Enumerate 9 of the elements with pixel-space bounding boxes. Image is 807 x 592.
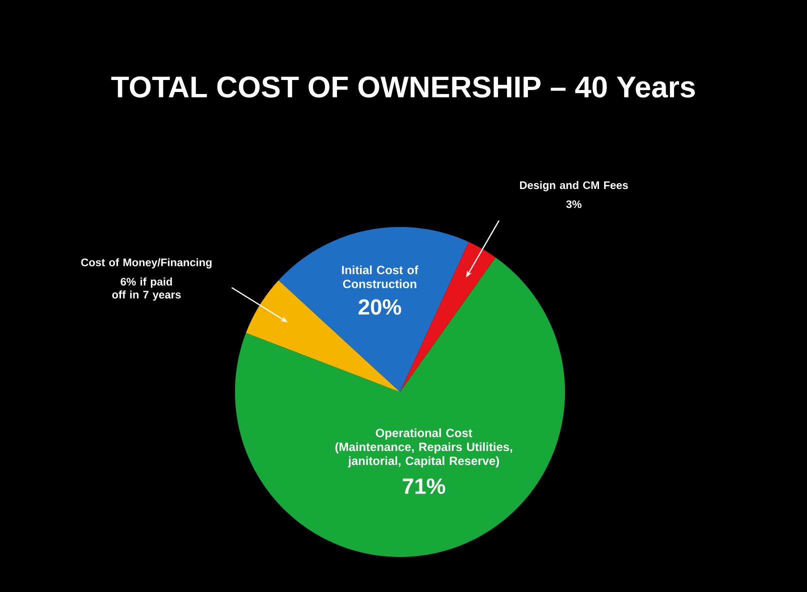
data-label: 3% xyxy=(566,200,582,208)
data-label: 71% xyxy=(402,478,446,494)
chart-title: TOTAL COST OF OWNERSHIP – 40 Years xyxy=(111,76,695,98)
data-label: 20% xyxy=(358,299,402,315)
slice-label: Operational Cost (Maintenance, Repairs Utilities, janitorial, Capital Reserve) xyxy=(335,428,512,468)
slice-label: Design and CM Fees xyxy=(520,181,628,192)
data-label: 6% if paid off in 7 years xyxy=(112,278,181,301)
slice-label: Cost of Money/Financing xyxy=(81,258,212,268)
slice-label: Initial Cost of Construction xyxy=(342,265,418,288)
